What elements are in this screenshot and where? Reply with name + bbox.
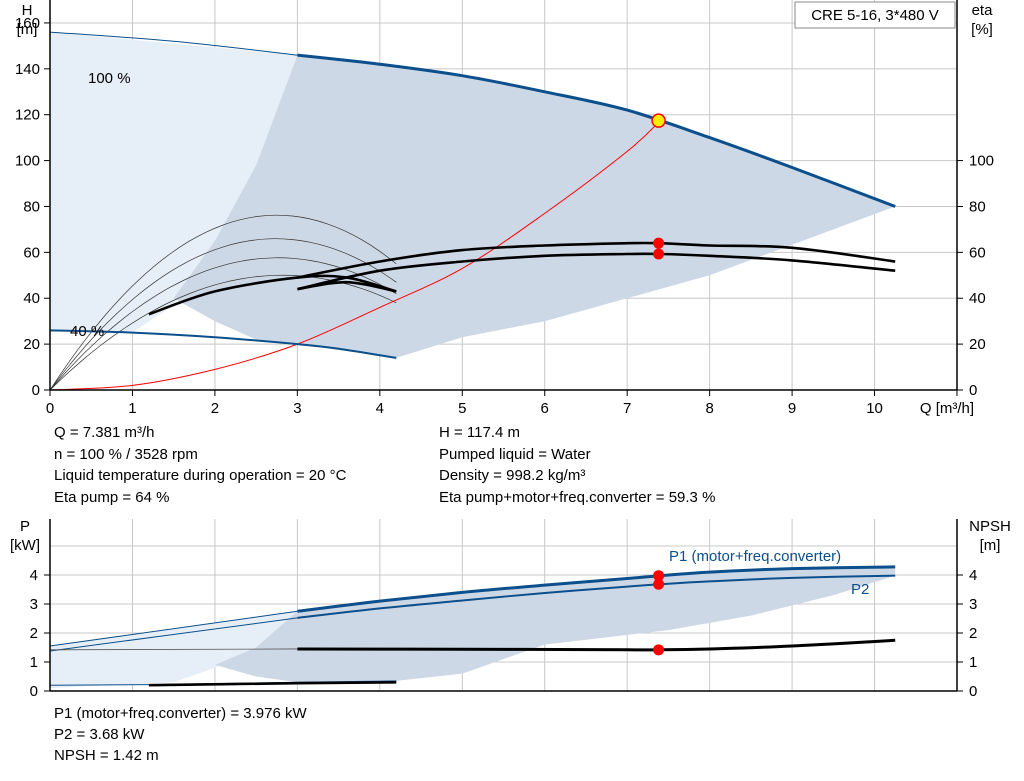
y2-axis-unit: [%] (971, 21, 993, 38)
eta-total-curve (297, 252, 896, 291)
y-tick-label: 40 (23, 290, 40, 307)
y2-tick-label: 60 (969, 244, 986, 261)
p2-curve (297, 574, 896, 619)
x-tick-label: 3 (293, 400, 301, 417)
result-eta-total: Eta pump+motor+freq.converter = 59.3 % (439, 489, 716, 506)
result-density: Density = 998.2 kg/m³ (439, 467, 586, 484)
y2-axis-label: eta (972, 2, 994, 19)
y-tick-label: 160 (15, 15, 40, 32)
result-speed: n = 100 % / 3528 rpm (54, 446, 198, 463)
x-tick-label: 5 (458, 400, 466, 417)
y-tick-label: 80 (23, 198, 40, 215)
curve-label-40: 40 % (70, 323, 104, 340)
x-tick-label: 6 (541, 400, 549, 417)
curve-label-100: 100 % (88, 70, 131, 87)
p1-curve (297, 565, 896, 613)
p1-thin-segment (49, 610, 298, 647)
power-operating-area (214, 566, 896, 683)
y-tick-label: 0 (32, 382, 40, 399)
x-tick-label: 4 (376, 400, 384, 417)
head-duty-point (651, 113, 666, 128)
x-tick-label: 1 (128, 400, 136, 417)
reduced-speed-eta-curve-0 (49, 214, 397, 391)
x-tick-label: 8 (705, 400, 713, 417)
result-p2: P2 = 3.68 kW (54, 726, 145, 743)
eta-pump-curve (297, 241, 896, 279)
y-tick-label: 140 (15, 61, 40, 78)
y-axis-unit: [m] (17, 21, 38, 38)
y-tick-label: 100 (15, 153, 40, 170)
eta-total-40-curve (297, 280, 397, 293)
result-head: H = 117.4 m (439, 424, 521, 441)
power-npsh-panel: 0 1 2 3 4 0 1 2 3 4 P [kW] NPSH [m] P1 (motor+freq.con… (10, 518, 1011, 700)
x-tick-label: 7 (623, 400, 631, 417)
x-tick-label: 9 (788, 400, 796, 417)
npsh-thin-segment (49, 648, 298, 651)
title-box (794, 1, 956, 29)
y-tick-label: 60 (23, 244, 40, 261)
result-liquid-temperature: Liquid temperature during operation = 20… (54, 467, 347, 484)
npsh-tick-label: 4 (969, 567, 977, 584)
p1-series-label: P1 (motor+freq.converter) (669, 548, 841, 565)
power-duty-point-1 (653, 578, 665, 590)
reduced-speed-eta-curve-1 (49, 238, 397, 391)
operating-area (173, 55, 896, 358)
result-npsh: NPSH = 1.42 m (54, 747, 159, 764)
power-duty-point-0 (653, 570, 665, 582)
y-tick-label: 20 (23, 336, 40, 353)
eta-duty-point-1 (653, 248, 665, 260)
p-tick-label: 4 (30, 567, 38, 584)
head-curve-40 (49, 329, 397, 359)
npsh-tick-label: 1 (969, 654, 977, 671)
head-curve-100 (297, 53, 896, 208)
p-axis-label: P (20, 518, 30, 535)
npsh-tick-label: 2 (969, 625, 977, 642)
eta-duty-point-0 (653, 237, 665, 249)
result-flow: Q = 7.381 m³/h (54, 424, 155, 441)
system-curve (49, 120, 661, 391)
x-tick-label: 10 (866, 400, 883, 417)
p-tick-label: 0 (30, 683, 38, 700)
p-tick-label: 2 (30, 625, 38, 642)
y2-tick-label: 80 (969, 198, 986, 215)
y-axis-label: H (22, 2, 33, 19)
p2-thin-segment (49, 617, 298, 652)
npsh-axis-unit: [m] (980, 537, 1001, 554)
head-100-thin-segment (49, 31, 298, 56)
x-tick-label: 2 (211, 400, 219, 417)
npsh-tick-label: 0 (969, 683, 977, 700)
y2-tick-label: 20 (969, 336, 986, 353)
head-eta-panel: 0 1 2 3 4 5 6 7 8 9 10 Q [m³/h]02040608010012014016… (15, 0, 994, 417)
y2-tick-label: 100 (969, 153, 994, 170)
y2-tick-label: 40 (969, 290, 986, 307)
p2-series-label: P2 (851, 581, 869, 598)
result-eta-pump: Eta pump = 64 % (54, 489, 170, 506)
y-tick-label: 120 (15, 107, 40, 124)
x-axis-label: Q [m³/h] (920, 400, 974, 417)
operating-area-light (50, 32, 298, 333)
npsh-tick-label: 3 (969, 596, 977, 613)
result-p1: P1 (motor+freq.converter) = 3.976 kW (54, 705, 307, 722)
p-tick-label: 1 (30, 654, 38, 671)
p-axis-unit: [kW] (10, 537, 40, 554)
eta-pump-40-curve (148, 274, 397, 316)
power-duty-point-2 (653, 644, 665, 656)
y2-tick-label: 0 (969, 382, 977, 399)
p-tick-label: 3 (30, 596, 38, 613)
npsh-axis-label: NPSH (969, 518, 1011, 535)
result-pumped-liquid: Pumped liquid = Water (439, 446, 591, 463)
title-box-label: CRE 5-16, 3*480 V (811, 7, 939, 24)
power-40-curve (148, 681, 397, 687)
x-tick-label: 0 (46, 400, 54, 417)
